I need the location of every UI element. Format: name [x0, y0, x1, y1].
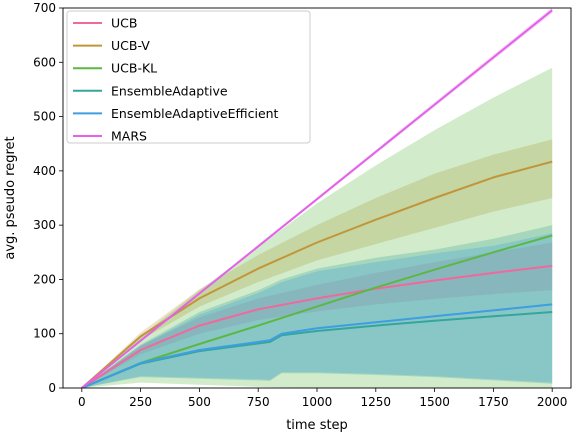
band-ucb-kl [81, 67, 553, 388]
y-tick-label: 200 [33, 272, 56, 286]
x-tick-label: 1000 [302, 395, 333, 409]
legend-label-mars: MARS [111, 129, 147, 144]
series-lines [81, 9, 553, 388]
y-tick-label: 300 [33, 218, 56, 232]
y-tick-label: 500 [33, 110, 56, 124]
x-tick-label: 750 [247, 395, 270, 409]
x-axis-ticks: 0 250 500 750 1000 1250 1500 1750 2000 [78, 388, 567, 409]
x-axis-label: time step [286, 418, 348, 433]
series-line-mars [81, 9, 553, 388]
legend-label-ensembleadaptive: EnsembleAdaptive [111, 83, 228, 98]
y-tick-label: 700 [33, 1, 56, 15]
x-tick-label: 1500 [419, 395, 450, 409]
x-tick-label: 1750 [478, 395, 509, 409]
legend: UCB UCB-V UCB-KL EnsembleAdaptive EnsembleAd… [66, 10, 311, 144]
band-ucb-v [81, 139, 553, 388]
x-tick-label: 500 [188, 395, 211, 409]
x-tick-label: 1250 [361, 395, 392, 409]
legend-label-ucb-v: UCB-V [111, 38, 150, 53]
legend-label-ucb: UCB [111, 16, 137, 31]
y-axis-ticks: 0 100 200 300 400 500 600 700 [33, 1, 63, 395]
x-tick-label: 2000 [537, 395, 568, 409]
series-line-ucb [81, 264, 553, 388]
band-ucb [81, 242, 553, 388]
legend-label-ensembleadaptiveefficient: EnsembleAdaptiveEfficient [111, 106, 279, 121]
legend-frame [66, 10, 311, 144]
y-axis-label: avg. pseudo regret [3, 136, 18, 259]
x-tick-label: 250 [129, 395, 152, 409]
series-line-ucb-kl [81, 234, 553, 388]
y-tick-label: 600 [33, 55, 56, 69]
y-tick-label: 0 [48, 381, 56, 395]
y-tick-label: 100 [33, 327, 56, 341]
series-line-ensembleadaptiveefficient [81, 303, 553, 388]
x-tick-label: 0 [78, 395, 86, 409]
legend-label-ucb-kl: UCB-KL [111, 61, 157, 76]
y-tick-label: 400 [33, 164, 56, 178]
